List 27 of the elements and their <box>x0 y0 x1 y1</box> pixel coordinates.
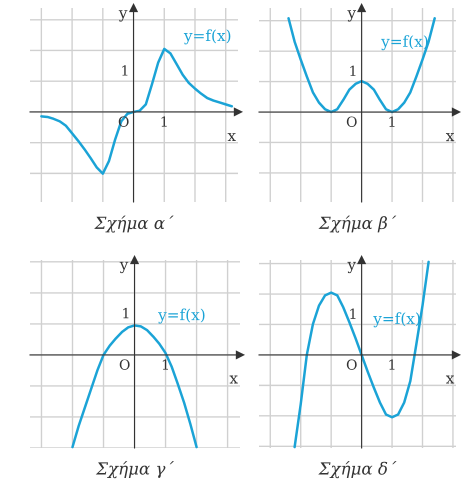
annotation: 1 <box>162 359 168 370</box>
annotation: 1 <box>350 308 356 319</box>
y-axis-title: y <box>120 262 128 274</box>
y-axis-title: y <box>347 10 356 22</box>
x-axis-title: x <box>446 133 454 142</box>
series-label: y=f(x) <box>373 312 420 328</box>
text: Σχήμα β΄ <box>318 216 396 233</box>
x-axis-title: x <box>230 376 238 384</box>
annotation: 1 <box>122 65 128 76</box>
annotation: O <box>346 359 357 370</box>
text: 1 <box>389 116 395 127</box>
series-label: y=f(x) <box>381 35 428 50</box>
series-label: y=f(x) <box>158 308 205 324</box>
x-axis-title: x <box>228 133 236 141</box>
text: 1 <box>123 308 128 318</box>
text: Σχήμα α΄ <box>94 216 174 233</box>
text: Σχήμα δ΄ <box>318 461 397 478</box>
y-axis-title: y <box>347 262 356 274</box>
text: Σχήμα γ΄ <box>96 461 174 478</box>
y-axis-title: y <box>118 10 128 22</box>
series-label: y=f(x) <box>184 29 230 44</box>
text: O <box>346 116 357 127</box>
annotation: 1 <box>162 116 167 127</box>
annotation: 1 <box>389 359 395 370</box>
annotation: 1 <box>350 66 356 76</box>
x-axis-title: x <box>446 376 454 384</box>
annotation: O <box>120 359 130 370</box>
